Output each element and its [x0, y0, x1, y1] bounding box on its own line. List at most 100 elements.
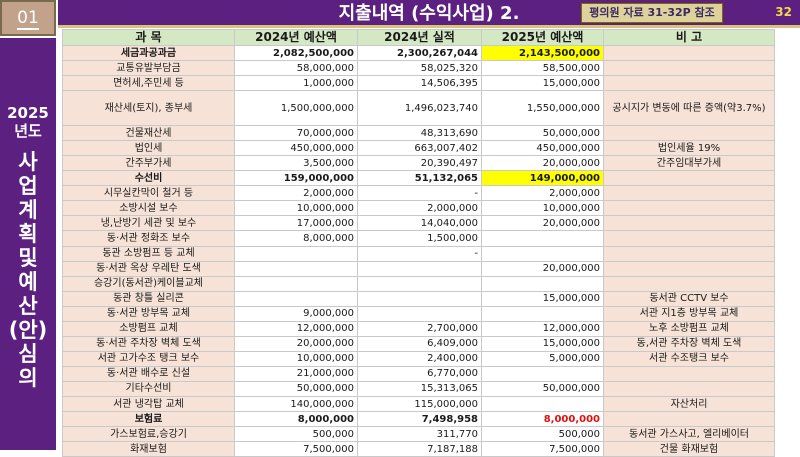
cell-budget-2024: 50,000,000: [234, 380, 358, 397]
cell-note: 간주임대부가세: [603, 155, 775, 172]
cell-note: 동,서관 주차장 벽체 도색: [603, 335, 775, 352]
cell-note: 동서관 CCTV 보수: [603, 290, 775, 307]
cell-budget-2024: [234, 260, 358, 277]
cell-budget-2025: 10,000,000: [481, 200, 604, 217]
cell-note: [603, 125, 775, 142]
sidebar-vertical-char: 산: [18, 294, 38, 318]
sidebar-vertical-char: 심: [18, 342, 38, 366]
cell-budget-2025: 58,500,000: [481, 60, 604, 77]
cell-budget-2025: 2,000,000: [481, 185, 604, 202]
cell-actual-2024: 2,400,000: [357, 350, 482, 367]
cell-item: 승강기(동서관)케이블교체: [62, 275, 235, 292]
cell-note: [603, 44, 775, 62]
sidebar-vertical-char: 예: [18, 270, 38, 294]
cell-budget-2024: 1,500,000,000: [234, 90, 358, 127]
cell-note: 법인세율 19%: [603, 140, 775, 157]
cell-budget-2025: [481, 395, 604, 413]
cell-budget-2025: 15,000,000: [481, 335, 604, 352]
cell-budget-2024: 2,082,500,000: [234, 44, 358, 62]
cell-budget-2025: 500,000: [481, 426, 604, 443]
cell-item: 냉,난방기 세관 및 보수: [62, 215, 235, 232]
cell-item: 서관 냉각탑 교체: [62, 395, 235, 413]
table-row: 동·서관 배수로 신설 21,000,000 6,770,000: [62, 365, 775, 382]
cell-item: 면허세,주민세 등: [62, 75, 235, 92]
cell-actual-2024: 663,007,402: [357, 140, 482, 157]
cell-budget-2024: 10,000,000: [234, 200, 358, 217]
cell-actual-2024: [357, 305, 482, 322]
table-row: 동관 창틀 실리콘 15,000,000 동서관 CCTV 보수: [62, 290, 775, 307]
cell-budget-2025: [481, 305, 604, 322]
cell-item: 간주부가세: [62, 155, 235, 172]
cell-note: [603, 215, 775, 232]
cell-note: [603, 200, 775, 217]
cell-actual-2024: 2,700,000: [357, 320, 482, 337]
cell-item: 건물재산세: [62, 125, 235, 142]
cell-note: [603, 275, 775, 292]
sidebar-vertical-char: 사: [18, 150, 38, 174]
cell-actual-2024: -: [357, 245, 482, 262]
cell-note: [603, 260, 775, 277]
cell-item: 재산세(토지), 종부세: [62, 90, 235, 127]
cell-actual-2024: 2,000,000: [357, 200, 482, 217]
sidebar-vertical-char: 및: [18, 246, 38, 270]
table-row: 수선비 159,000,000 51,132,065 149,000,000: [62, 170, 775, 187]
cell-item: 동·서관 정화조 보수: [62, 230, 235, 247]
cell-budget-2024: 10,000,000: [234, 350, 358, 367]
cell-note: [603, 170, 775, 187]
cell-actual-2024: [357, 290, 482, 307]
column-header-item: 과 목: [62, 29, 235, 46]
cell-actual-2024: 6,770,000: [357, 365, 482, 382]
cell-actual-2024: 15,313,065: [357, 380, 482, 397]
cell-item: 소방펌프 교체: [62, 320, 235, 337]
cell-budget-2024: [234, 275, 358, 292]
cell-item: 동·서관 방부목 교체: [62, 305, 235, 322]
cell-budget-2024: 17,000,000: [234, 215, 358, 232]
cell-budget-2025: 8,000,000: [481, 411, 604, 428]
cell-budget-2025: 12,000,000: [481, 320, 604, 337]
cell-budget-2025: 20,000,000: [481, 155, 604, 172]
cell-note: 노후 소방펌프 교체: [603, 320, 775, 337]
cell-budget-2025: 5,000,000: [481, 350, 604, 367]
sidebar-vertical-char: 업: [18, 174, 38, 198]
cell-item: 소방시설 보수: [62, 200, 235, 217]
cell-note: [603, 411, 775, 428]
cell-budget-2025: 450,000,000: [481, 140, 604, 157]
table-row: 기타수선비 50,000,000 15,313,065 50,000,000: [62, 380, 775, 397]
cell-item: 동·서관 주차장 벽체 도색: [62, 335, 235, 352]
cell-item: 교통유발부담금: [62, 60, 235, 77]
cell-budget-2025: [481, 230, 604, 247]
cell-actual-2024: 7,187,188: [357, 441, 482, 457]
cell-budget-2025: [481, 365, 604, 382]
table-row: 동·서관 주차장 벽체 도색 20,000,000 6,409,000 15,000,…: [62, 335, 775, 352]
table-row: 건물재산세 70,000,000 48,313,690 50,000,000: [62, 125, 775, 142]
column-header-budget-2025: 2025년 예산액: [481, 29, 604, 46]
cell-budget-2024: 20,000,000: [234, 335, 358, 352]
cell-note: 건물 화재보험: [603, 441, 775, 457]
cell-note: 서관 지1층 방부목 교체: [603, 305, 775, 322]
table-row: 냉,난방기 세관 및 보수 17,000,000 14,040,000 20,000,…: [62, 215, 775, 232]
table-row: 동관 소방펌프 등 교체 -: [62, 245, 775, 262]
sidebar-year: 2025 년도: [0, 104, 56, 140]
table-row: 법인세 450,000,000 663,007,402 450,000,000 법인세율…: [62, 140, 775, 157]
cell-budget-2024: 9,000,000: [234, 305, 358, 322]
page-title: 지출내역 (수익사업) 2.: [338, 3, 520, 24]
cell-note: 자산처리: [603, 395, 775, 413]
column-header-budget-2024: 2024년 예산액: [234, 29, 358, 46]
table-row: 서관 고가수조 탱크 보수 10,000,000 2,400,000 5,000,00…: [62, 350, 775, 367]
cell-actual-2024: 2,300,267,044: [357, 44, 482, 62]
table-header-row: 과 목 2024년 예산액 2024년 실적 2025년 예산액 비 고: [62, 29, 775, 46]
cell-budget-2025: 15,000,000: [481, 290, 604, 307]
cell-note: 공시지가 변동에 따른 증액(약3.7%): [603, 90, 775, 127]
table-row: 시무실칸막이 철거 등 2,000,000-2,000,000: [62, 185, 775, 202]
budget-table: 과 목 2024년 예산액 2024년 실적 2025년 예산액 비 고 세금과…: [62, 29, 775, 457]
table-row: 세금과공과금 2,082,500,000 2,300,267,044 2,143,50…: [62, 44, 775, 62]
cell-note: [603, 185, 775, 202]
cell-budget-2024: 21,000,000: [234, 365, 358, 382]
cell-note: 서관 수조탱크 보수: [603, 350, 775, 367]
cell-note: [603, 365, 775, 382]
table-row: 서관 냉각탑 교체 140,000,000 115,000,000 자산처리: [62, 395, 775, 413]
cell-budget-2024: 450,000,000: [234, 140, 358, 157]
cell-item: 시무실칸막이 철거 등: [62, 185, 235, 202]
table-row: 소방시설 보수 10,000,000 2,000,000 10,000,000: [62, 200, 775, 217]
table-row: 보험료 8,000,000 7,498,958 8,000,000: [62, 411, 775, 428]
